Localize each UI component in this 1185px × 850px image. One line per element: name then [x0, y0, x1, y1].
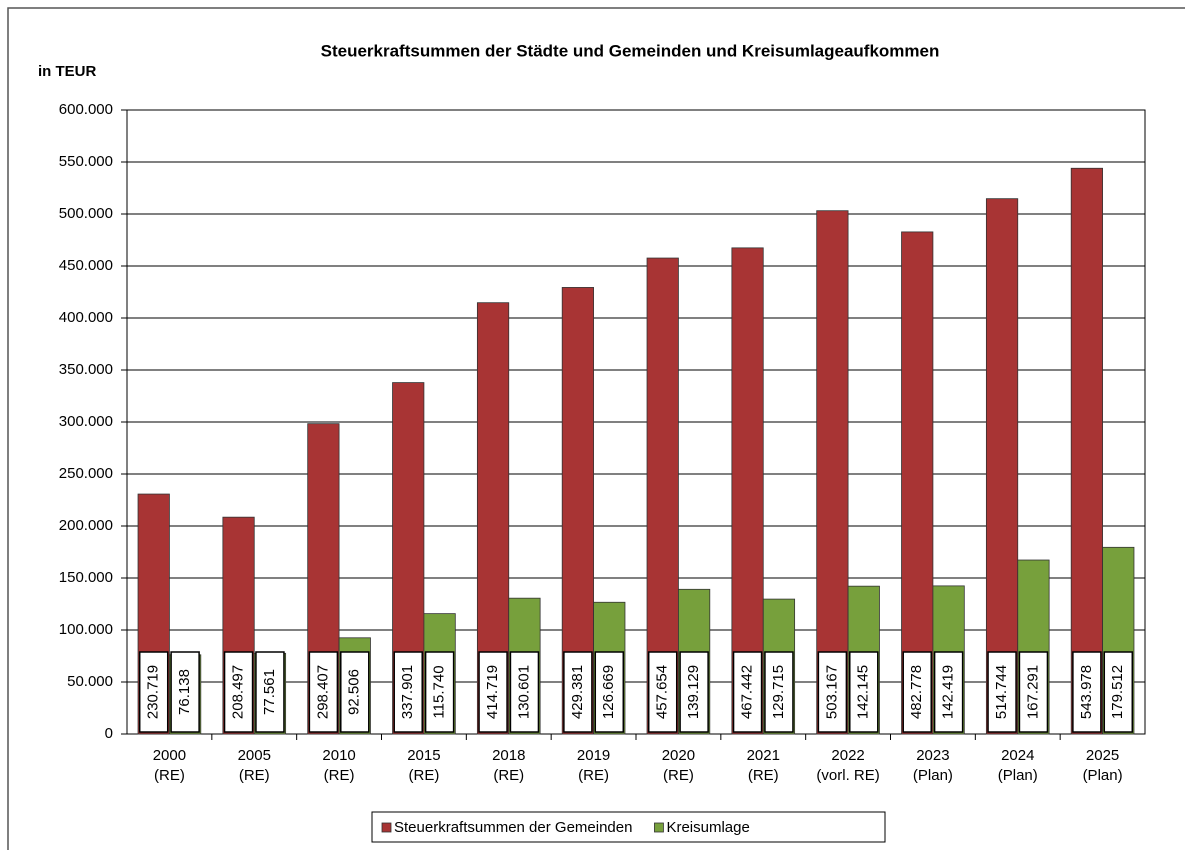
data-label-box [849, 651, 879, 733]
data-label-box [732, 651, 763, 733]
y-tick-label: 600.000 [59, 101, 113, 118]
x-tick-label: 2024 [1001, 747, 1034, 764]
data-label: 142.145 [855, 665, 872, 719]
data-label: 503.167 [823, 665, 840, 719]
legend-label: Steuerkraftsummen der Gemeinden [394, 819, 632, 836]
data-label: 115.740 [431, 665, 448, 718]
data-label-box [308, 651, 339, 733]
frame [7, 7, 1185, 850]
data-label: 92.506 [346, 669, 363, 715]
y-tick-label: 200.000 [59, 517, 113, 534]
legend-label: Kreisumlage [666, 819, 749, 836]
data-label-box [647, 651, 678, 733]
data-label: 514.744 [993, 665, 1010, 719]
legend-swatch [381, 822, 392, 833]
data-label: 76.138 [176, 669, 193, 715]
x-tick-label: (Plan) [998, 767, 1038, 784]
data-label: 429.381 [569, 665, 586, 719]
y-tick-label: 150.000 [59, 569, 113, 586]
data-label-box [1103, 651, 1134, 733]
data-label: 457.654 [654, 665, 671, 719]
data-label: 414.719 [484, 665, 501, 719]
data-label-box [933, 651, 964, 733]
chart-title: Steuerkraftsummen der Städte und Gemeind… [321, 41, 940, 60]
x-tick-label: 2019 [577, 747, 610, 764]
y-tick-label: 50.000 [67, 673, 113, 690]
x-tick-label: (vorl. RE) [816, 767, 879, 784]
data-label-box [393, 651, 423, 733]
data-label-box [817, 651, 848, 733]
bar [1070, 167, 1103, 735]
y-tick-label: 300.000 [59, 413, 113, 430]
data-label-box [509, 651, 540, 733]
data-label-box [764, 651, 794, 733]
y-tick-label: 100.000 [59, 621, 113, 638]
data-label-box [594, 651, 625, 733]
data-label: 467.442 [739, 665, 756, 719]
x-tick-label: 2018 [492, 747, 525, 764]
data-label: 208.497 [230, 665, 247, 719]
data-label-box [1072, 651, 1102, 733]
y-tick-label: 450.000 [59, 257, 113, 274]
y-tick-label: 500.000 [59, 205, 113, 222]
data-label: 139.129 [685, 665, 702, 719]
data-label: 130.601 [515, 665, 532, 719]
x-tick-label: (RE) [154, 767, 185, 784]
x-tick-label: 2023 [916, 747, 949, 764]
x-tick-label: (RE) [324, 767, 355, 784]
x-tick-label: (Plan) [913, 767, 953, 784]
y-tick-label: 350.000 [59, 361, 113, 378]
x-tick-label: 2020 [662, 747, 695, 764]
y-tick-label: 550.000 [59, 153, 113, 170]
x-tick-label: 2022 [831, 747, 864, 764]
data-label: 129.715 [770, 665, 787, 719]
y-tick-label: 400.000 [59, 309, 113, 326]
legend-box [371, 811, 886, 843]
data-label-box [679, 651, 709, 733]
x-tick-label: 2010 [322, 747, 355, 764]
data-label-box [138, 651, 169, 733]
data-label-box [563, 651, 593, 733]
data-label-box [340, 651, 370, 733]
x-tick-label: 2000 [153, 747, 186, 764]
data-label: 543.978 [1078, 665, 1095, 719]
data-label: 230.719 [145, 665, 162, 719]
x-tick-label: 2005 [238, 747, 271, 764]
data-label: 126.669 [600, 665, 617, 719]
y-tick-label: 0 [105, 725, 113, 742]
x-tick-label: (RE) [663, 767, 694, 784]
data-label: 142.419 [940, 665, 957, 719]
x-tick-label: (RE) [239, 767, 270, 784]
data-label: 337.901 [399, 665, 416, 719]
y-tick-label: 250.000 [59, 465, 113, 482]
x-tick-label: (RE) [748, 767, 779, 784]
data-label-box [1018, 651, 1049, 733]
x-tick-label: (RE) [493, 767, 524, 784]
data-label-box [170, 651, 200, 733]
x-tick-label: (RE) [578, 767, 609, 784]
legend-swatch [654, 822, 664, 833]
x-tick-label: (Plan) [1083, 767, 1123, 784]
x-tick-label: 2025 [1086, 747, 1119, 764]
bar [985, 198, 1019, 735]
data-label-box [223, 651, 254, 733]
data-label-box [424, 651, 455, 733]
data-label-box [478, 651, 508, 733]
data-label: 298.407 [314, 665, 331, 719]
bar [816, 210, 849, 735]
x-tick-label: (RE) [409, 767, 440, 784]
x-tick-label: 2015 [407, 747, 440, 764]
data-label-box [255, 651, 285, 733]
data-label-box [902, 651, 932, 733]
data-label: 167.291 [1024, 665, 1041, 719]
bar [901, 231, 934, 735]
data-label: 482.778 [908, 665, 925, 719]
data-label: 179.512 [1109, 665, 1126, 719]
x-tick-label: 2021 [747, 747, 780, 764]
data-label-box [987, 651, 1017, 733]
data-label: 77.561 [261, 669, 278, 715]
y-axis-label: in TEUR [38, 63, 96, 80]
